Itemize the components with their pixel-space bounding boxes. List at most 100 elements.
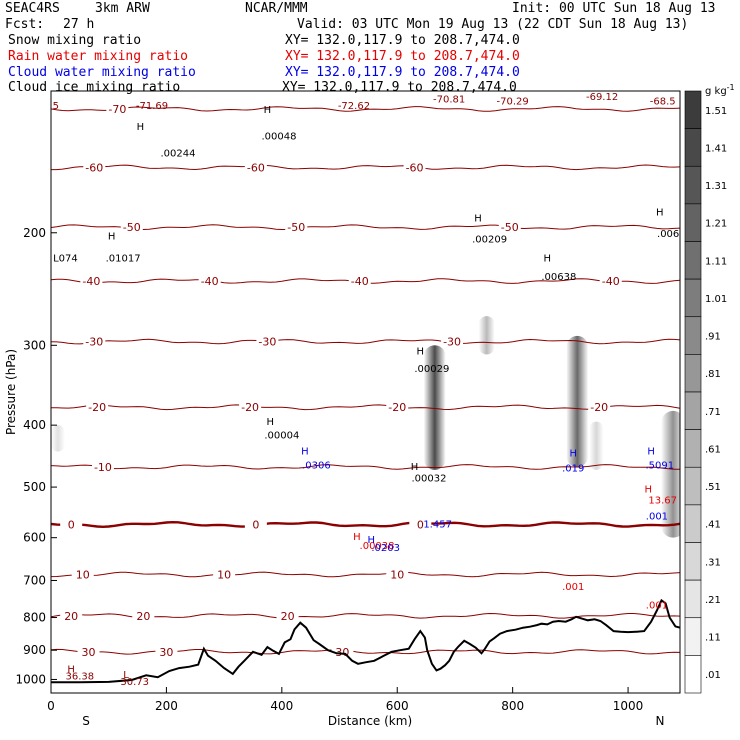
y-tick-label: 300	[23, 338, 46, 352]
extrema-label: .00638	[541, 272, 576, 283]
extrema-label: -70.81	[433, 94, 465, 105]
snow-shading-column	[51, 425, 65, 452]
contour-label-bg	[60, 609, 83, 622]
extrema-label: .00244	[160, 149, 195, 160]
contour-label: -30	[85, 336, 103, 349]
terrain-line	[51, 598, 680, 684]
extrema-label: H	[569, 449, 577, 460]
contour-label: 20	[281, 610, 295, 623]
contour-label-bg	[86, 401, 109, 414]
contour-label: -30	[258, 336, 276, 349]
temperature-contour	[51, 571, 680, 578]
contour-label: -50	[123, 221, 141, 234]
contour-label-bg	[239, 401, 262, 414]
y-tick-label: 500	[23, 480, 46, 494]
contour-label: -70	[108, 103, 126, 116]
contour-label: -10	[94, 461, 112, 474]
colorbar-label: 1.41	[705, 143, 727, 154]
extrema-label: .01017	[106, 254, 141, 265]
fcst-value: 27 h	[63, 17, 95, 32]
colorbar-label: .11	[705, 633, 721, 644]
contour-label-bg	[213, 568, 236, 581]
contour-label-bg	[77, 645, 100, 658]
field-xy-cloud-ice: XY= 132.0,117.9 to 208.7,474.0	[282, 80, 517, 95]
extrema-label: H	[67, 664, 75, 675]
contour-label-bg	[386, 568, 409, 581]
contour-label: 20	[64, 610, 78, 623]
colorbar-label: 1.21	[705, 219, 727, 230]
y-tick-label: 1000	[15, 672, 46, 686]
x-end-south: S	[82, 714, 90, 728]
colorbar-swatch	[684, 466, 702, 506]
snow-shading-column	[423, 345, 446, 470]
extrema-label: 1.5	[43, 101, 59, 112]
colorbar-swatch	[684, 278, 702, 318]
contour-label-bg	[91, 460, 114, 473]
extrema-label: H	[544, 254, 552, 265]
contour-label: -20	[241, 401, 259, 414]
y-tick-label: 600	[23, 531, 46, 545]
contour-label: -20	[388, 401, 406, 414]
field-xy-snow: XY= 132.0,117.9 to 208.7,474.0	[285, 33, 520, 48]
field-name-rain: Rain water mixing ratio	[8, 49, 189, 64]
contour-label: 10	[390, 568, 404, 581]
temperature-contour	[51, 404, 680, 411]
colorbar-swatch	[684, 316, 702, 355]
contour-label-bg	[198, 275, 221, 288]
contour-label: 10	[76, 568, 90, 581]
extrema-label: .001	[562, 582, 584, 593]
colorbar-swatch	[684, 542, 702, 581]
colorbar-swatch	[684, 165, 702, 205]
extrema-label: H	[108, 232, 116, 243]
temperature-contour	[51, 106, 680, 112]
x-end-north: N	[656, 714, 665, 728]
colorbar-label: .21	[705, 595, 721, 606]
contour-label-bg	[132, 609, 155, 622]
x-tick-label: 200	[155, 699, 178, 713]
colorbar-swatch	[684, 391, 702, 430]
contour-label-bg	[331, 645, 354, 658]
contour-label: -20	[590, 401, 608, 414]
colorbar-label: 1.01	[705, 294, 727, 305]
contour-label: -40	[82, 275, 100, 288]
contour-label-bg	[441, 335, 464, 348]
colorbar-label: .41	[705, 520, 721, 531]
x-tick-label: 0	[47, 699, 55, 713]
colorbar-label: 1.51	[705, 106, 727, 117]
contour-label-bg	[244, 161, 267, 174]
contour-label-bg	[155, 645, 178, 658]
temperature-contour	[51, 612, 680, 619]
colorbar-label: .51	[705, 482, 721, 493]
contour-label-bg	[80, 275, 103, 288]
x-axis-title: Distance (km)	[328, 714, 412, 728]
contour-label: -60	[247, 161, 265, 174]
contour-label: -40	[201, 275, 219, 288]
extrema-label: .00038	[360, 541, 395, 552]
extrema-label: L	[123, 670, 129, 681]
extrema-label: H	[264, 105, 272, 116]
extrema-label: H	[417, 346, 425, 357]
contour-label-bg	[498, 221, 521, 234]
extrema-label: .0060	[657, 229, 686, 240]
contour-label-bg	[599, 275, 622, 288]
temperature-contour	[51, 520, 680, 529]
extrema-label: H	[368, 535, 376, 546]
colorbar-swatch	[684, 579, 702, 619]
model-label: 3km ARW	[95, 1, 150, 16]
field-name-snow: Snow mixing ratio	[8, 33, 142, 48]
field-name-cloud-ice: Cloud ice mixing ratio	[8, 80, 181, 95]
contour-label-bg	[256, 335, 279, 348]
contour-label-bg	[348, 275, 371, 288]
contour-label: 10	[217, 568, 231, 581]
extrema-label: -72.62	[338, 101, 370, 112]
contour-label-bg	[409, 518, 432, 531]
extrema-label: H	[411, 462, 419, 473]
y-tick-label: 700	[23, 573, 46, 587]
campaign-label: SEAC4RS	[5, 1, 60, 16]
contour-label: -30	[443, 336, 461, 349]
extrema-label: .00029	[414, 364, 449, 375]
temperature-contour	[51, 338, 680, 345]
extrema-label: .001	[646, 601, 668, 612]
contour-label: 0	[68, 518, 75, 531]
